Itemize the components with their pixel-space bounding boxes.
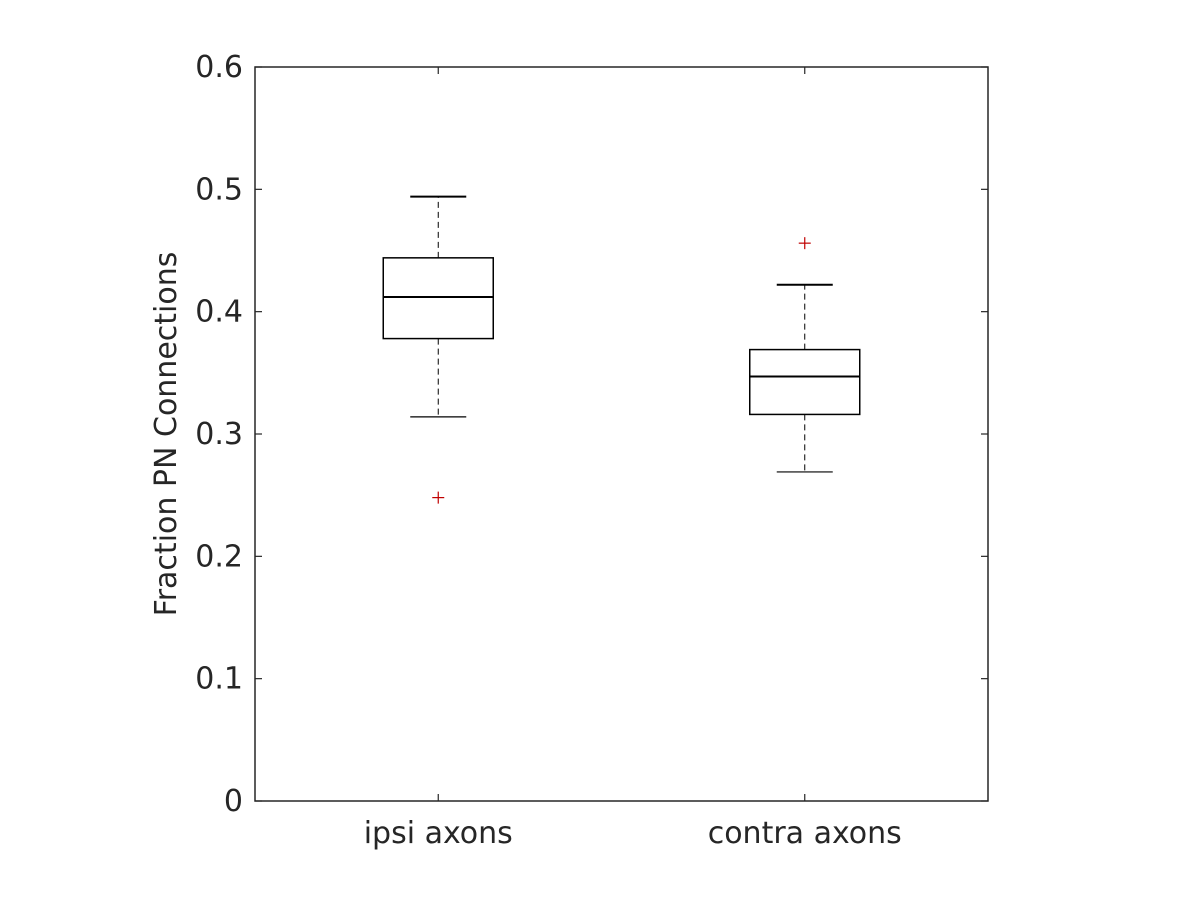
- plot-area: [382, 195, 861, 504]
- box-iqr: [749, 348, 861, 416]
- box-group-1: [382, 195, 494, 504]
- outlier-point: [432, 491, 445, 504]
- outlier-point: [798, 237, 811, 250]
- y-tick-label: 0: [224, 784, 243, 819]
- y-tick-label: 0.4: [195, 295, 243, 330]
- y-tick-label: 0.5: [195, 172, 243, 207]
- y-tick-label: 0.6: [195, 50, 243, 85]
- box-group-2: [749, 237, 861, 473]
- y-tick-label: 0.3: [195, 417, 243, 452]
- y-tick-label: 0.1: [195, 662, 243, 697]
- x-category-label: contra axons: [708, 816, 902, 851]
- axes: 0 0.1 0.2 0.3 0.4 0.5 0.6 ipsi axons contra axon…: [195, 50, 989, 851]
- x-category-label: ipsi axons: [364, 816, 513, 851]
- y-axis-title: Fraction PN Connections: [149, 252, 184, 617]
- box-iqr: [382, 257, 494, 340]
- y-tick-label: 0.2: [195, 539, 243, 574]
